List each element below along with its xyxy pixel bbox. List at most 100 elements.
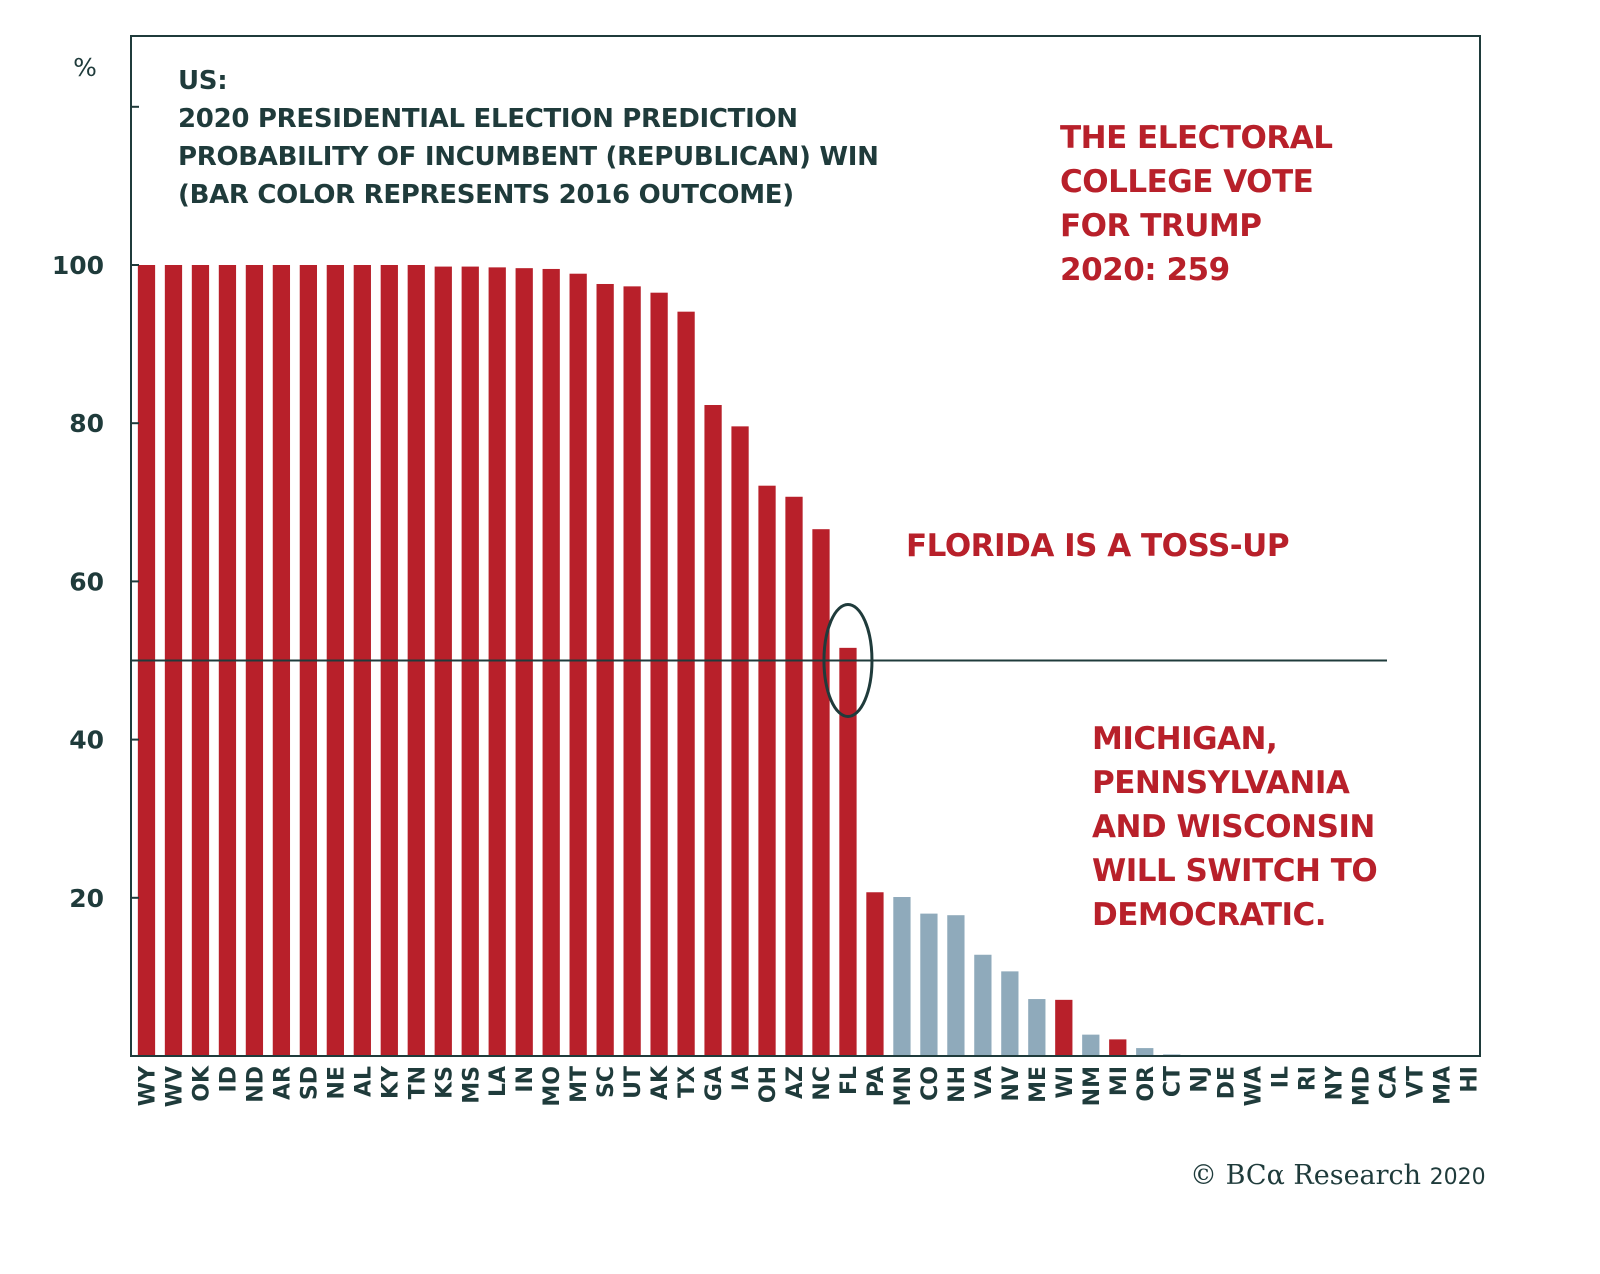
x-tick-label: IL xyxy=(1269,1066,1294,1088)
bar-mn xyxy=(893,897,911,1056)
bar-pa xyxy=(866,892,884,1056)
x-tick-label: AL xyxy=(351,1066,376,1097)
x-tick-label: WI xyxy=(1053,1066,1078,1098)
x-tick-label: WV xyxy=(162,1066,187,1107)
bar-ak xyxy=(650,292,668,1056)
x-tick-label: KS xyxy=(432,1066,457,1099)
copyright-footer: © BCα Research 2020 xyxy=(1190,1160,1486,1191)
y-tick-label: 100 xyxy=(52,251,104,280)
annotation-swing-states: MICHIGAN, PENNSYLVANIA AND WISCONSIN WIL… xyxy=(1092,717,1378,937)
y-tick-label: 40 xyxy=(69,726,104,755)
annotation-line: DEMOCRATIC. xyxy=(1092,897,1327,933)
bar-ut xyxy=(623,286,641,1056)
bar-fl xyxy=(839,647,857,1056)
x-tick-label: FL xyxy=(837,1066,862,1095)
bar-co xyxy=(920,913,938,1056)
bar-mt xyxy=(569,273,587,1056)
x-tick-label: GA xyxy=(702,1066,727,1101)
annotation-line: AND WISCONSIN xyxy=(1092,809,1375,845)
x-tick-label: MT xyxy=(567,1066,592,1103)
x-tick-label: NV xyxy=(999,1066,1024,1101)
bar-ga xyxy=(704,405,722,1057)
x-tick-label: VT xyxy=(1404,1066,1429,1098)
x-tick-label: WY xyxy=(135,1065,160,1106)
x-tick-label: MD xyxy=(1350,1066,1375,1106)
annotation-florida: FLORIDA IS A TOSS-UP xyxy=(906,528,1290,564)
bar-va xyxy=(974,954,992,1056)
florida-highlight-ellipse xyxy=(822,603,874,718)
x-tick-label: NY xyxy=(1323,1065,1348,1100)
chart-subtitle-line-3: (BAR COLOR REPRESENTS 2016 OUTCOME) xyxy=(178,180,794,210)
bar-nh xyxy=(947,915,965,1056)
y-tick-label: 20 xyxy=(69,884,104,913)
x-tick-label: IN xyxy=(513,1066,538,1093)
x-tick-label: VA xyxy=(972,1066,997,1099)
x-tick-label: CT xyxy=(1161,1066,1186,1097)
x-tick-label: AR xyxy=(270,1066,295,1100)
x-tick-label: LA xyxy=(486,1066,511,1097)
chart-title-block: US: 2020 PRESIDENTIAL ELECTION PREDICTIO… xyxy=(178,62,879,214)
bar-nm xyxy=(1082,1034,1100,1056)
annotation-line: WILL SWITCH TO xyxy=(1092,853,1378,889)
x-tick-label: PA xyxy=(864,1066,889,1097)
x-tick-label: OR xyxy=(1134,1066,1159,1102)
x-tick-label: KY xyxy=(378,1065,403,1099)
annotation-line: 2020: 259 xyxy=(1060,252,1230,288)
x-tick-label: ID xyxy=(216,1066,241,1092)
x-tick-label: WA xyxy=(1242,1066,1267,1106)
bar-ia xyxy=(731,426,749,1056)
x-tick-label: ND xyxy=(243,1066,268,1103)
bar-nc xyxy=(812,529,830,1056)
bar-oh xyxy=(758,485,776,1057)
x-tick-label: TN xyxy=(405,1066,430,1099)
plot-border xyxy=(130,35,1481,1057)
x-tick-label: MI xyxy=(1107,1066,1132,1096)
x-tick-label: SC xyxy=(594,1066,619,1098)
x-tick-label: OK xyxy=(189,1065,214,1102)
copyright-text: © BCα Research xyxy=(1190,1160,1422,1191)
annotation-line: FOR TRUMP xyxy=(1060,208,1262,244)
x-tick-label: NE xyxy=(324,1066,349,1099)
annotation-line: PENNSYLVANIA xyxy=(1092,765,1350,801)
y-axis-unit-label: % xyxy=(73,53,97,82)
reference-line-group xyxy=(131,603,1387,718)
x-tick-label: DE xyxy=(1215,1066,1240,1099)
x-tick-label: MN xyxy=(891,1066,916,1106)
x-tick-label: OH xyxy=(756,1066,781,1103)
x-tick-label: AK xyxy=(648,1065,673,1100)
bar-or xyxy=(1136,1048,1154,1056)
x-tick-label: MS xyxy=(459,1066,484,1104)
bar-mi xyxy=(1109,1039,1127,1056)
plot-frame xyxy=(130,35,1481,1057)
chart-subtitle-line-2: PROBABILITY OF INCUMBENT (REPUBLICAN) WI… xyxy=(178,142,879,172)
x-tick-label: SD xyxy=(297,1066,322,1100)
chart-subtitle-line-1: 2020 PRESIDENTIAL ELECTION PREDICTION xyxy=(178,104,798,134)
bar-az xyxy=(785,496,803,1056)
x-tick-label: MO xyxy=(540,1066,565,1107)
x-tick-label: MA xyxy=(1431,1066,1456,1105)
y-tick-label: 60 xyxy=(69,567,104,596)
x-tick-label: NM xyxy=(1080,1066,1105,1106)
copyright-year: 2020 xyxy=(1429,1165,1486,1190)
bar-la xyxy=(488,267,506,1056)
x-tick-label: HI xyxy=(1458,1066,1483,1093)
x-tick-label: AZ xyxy=(783,1066,808,1099)
x-tick-label: TX xyxy=(675,1066,700,1098)
x-tick-label: NH xyxy=(945,1066,970,1103)
chart-title: US: xyxy=(178,66,228,96)
bar-in xyxy=(515,268,533,1056)
x-tick-label: NJ xyxy=(1188,1066,1213,1093)
bar-tx xyxy=(677,311,695,1056)
x-axis: WY WV OK ID ND AR SD NE AL KY TN KS MS LA IN MO MT SC UT AK… xyxy=(135,1065,1482,1107)
annotation-line: FLORIDA IS A TOSS-UP xyxy=(906,528,1290,564)
x-tick-label: CO xyxy=(918,1066,943,1101)
annotation-line: MICHIGAN, xyxy=(1092,721,1278,757)
x-tick-label: UT xyxy=(621,1066,646,1099)
x-tick-label: IA xyxy=(729,1066,754,1091)
annotation-electoral-vote: THE ELECTORAL COLLEGE VOTE FOR TRUMP 202… xyxy=(1060,116,1333,292)
bar-wi xyxy=(1055,999,1073,1056)
bar-me xyxy=(1028,999,1046,1056)
y-tick-label: 80 xyxy=(69,409,104,438)
bar-sc xyxy=(596,283,614,1056)
